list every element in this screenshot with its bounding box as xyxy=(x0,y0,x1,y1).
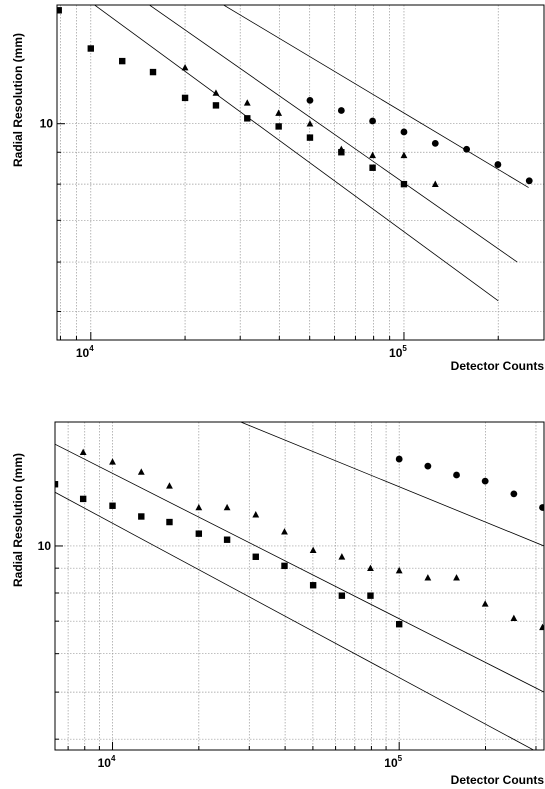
bottom-chart-triangle-point xyxy=(166,482,173,489)
bottom-chart-square-point xyxy=(367,592,374,599)
bottom-chart-circle-point xyxy=(539,504,544,511)
bottom-chart-triangle-point xyxy=(424,574,432,581)
bottom-chart-fit-lines xyxy=(55,422,544,750)
top-chart-square-point xyxy=(306,134,314,141)
top-chart-square-point xyxy=(400,180,408,188)
top-chart-square-point xyxy=(181,94,189,102)
top-chart-triangle-point xyxy=(431,180,439,187)
bottom-chart-triangle-point xyxy=(195,503,203,511)
bottom-chart-square-point xyxy=(138,513,145,520)
bottom-chart-grid xyxy=(55,422,544,750)
bottom-chart-ticks: 104 105 10 xyxy=(38,539,537,770)
bottom-chart-triangle-point xyxy=(481,600,489,607)
top-chart-circle-point xyxy=(494,161,502,168)
bottom-chart-frame xyxy=(54,421,545,751)
bottom-chart-triangle-point xyxy=(79,448,87,455)
bottom-chart-circle-point xyxy=(453,471,460,479)
top-chart-grid xyxy=(57,5,544,340)
top-chart-triangle-point xyxy=(306,120,314,127)
bottom-chart-data-points xyxy=(55,448,544,631)
top-chart-circle-point xyxy=(431,139,439,147)
bottom-chart-square-point xyxy=(309,582,317,589)
bottom-chart-triangle-point xyxy=(223,503,231,511)
bottom-chart-triangle-point xyxy=(252,511,260,518)
top-chart-circle-point xyxy=(306,96,314,104)
top-chart-triangle-point xyxy=(275,109,283,116)
bottom-chart-y-axis-title: Radial Resolution (mm) xyxy=(11,453,25,587)
top-chart-frame xyxy=(56,4,545,341)
top-chart-square-point xyxy=(212,102,220,109)
top-chart-ticks: 104 105 10 xyxy=(40,117,499,360)
top-chart-triangle-point xyxy=(369,151,376,159)
bottom-chart-panel: 104 105 10 Radial Resolution (mm) Detector… xyxy=(11,421,545,787)
bottom-chart-square-fit-line xyxy=(55,491,535,750)
bottom-chart-triangle-point xyxy=(309,546,317,554)
top-chart-square-point xyxy=(87,45,94,52)
bottom-chart-x-tick-label: 104 xyxy=(98,754,116,770)
bottom-chart-triangle-point xyxy=(281,528,288,535)
bottom-chart-square-point xyxy=(195,530,203,537)
bottom-chart-x-tick-label: 105 xyxy=(384,754,402,770)
top-chart-circle-point xyxy=(463,145,471,153)
top-chart-circle-point xyxy=(337,107,345,114)
bottom-chart-square-point xyxy=(166,518,173,526)
top-chart-square-point xyxy=(244,115,251,122)
bottom-chart-square-point xyxy=(281,562,288,570)
top-chart-fit-lines xyxy=(93,5,529,302)
bottom-chart-circle-point xyxy=(510,490,518,498)
bottom-chart-square-point xyxy=(252,553,259,560)
top-chart-triangle-point xyxy=(212,89,220,96)
bottom-chart-triangle-fit-line xyxy=(55,443,544,693)
top-chart-square-point xyxy=(57,7,62,14)
top-chart-triangle-point xyxy=(337,145,345,153)
bottom-chart-square-point xyxy=(223,536,231,543)
top-chart-square-point xyxy=(119,57,126,65)
top-chart-square-point xyxy=(338,149,345,156)
top-chart-square-fit-line xyxy=(93,5,499,302)
top-chart-circle-point xyxy=(400,128,408,136)
top-chart-square-point xyxy=(369,164,376,171)
bottom-chart-circle-point xyxy=(395,455,403,463)
top-chart-triangle-point xyxy=(181,64,189,71)
bottom-chart-circle-point xyxy=(481,477,489,485)
top-chart-circle-point xyxy=(369,117,376,125)
bottom-chart-square-point xyxy=(395,621,403,628)
top-chart-triangle-fit-line xyxy=(148,5,518,263)
bottom-chart-triangle-point xyxy=(109,458,116,465)
top-chart-x-tick-label: 104 xyxy=(76,344,94,360)
top-chart-panel: 104 105 10 Radial Resolution (mm) Detector… xyxy=(11,4,545,373)
bottom-chart-triangle-point xyxy=(137,468,145,475)
top-chart-data-points xyxy=(57,7,533,188)
bottom-chart-triangle-point xyxy=(395,566,403,574)
top-chart-circle-fit-line xyxy=(222,5,529,188)
bottom-chart-triangle-point xyxy=(539,623,544,631)
bottom-chart-circle-point xyxy=(424,462,432,470)
bottom-chart-x-axis-title: Detector Counts xyxy=(451,773,545,787)
top-chart-square-point xyxy=(275,123,282,130)
bottom-chart-square-point xyxy=(109,502,116,509)
top-chart-triangle-point xyxy=(400,151,408,159)
bottom-chart-triangle-point xyxy=(367,564,374,571)
bottom-chart-circle-fit-line xyxy=(240,422,544,547)
top-chart-y-axis-title: Radial Resolution (mm) xyxy=(11,33,25,167)
top-chart-triangle-point xyxy=(243,99,251,106)
top-chart-square-point xyxy=(149,68,157,76)
bottom-chart-triangle-point xyxy=(338,553,346,560)
top-chart-circle-point xyxy=(525,177,533,185)
top-chart-y-tick-label: 10 xyxy=(40,117,54,131)
bottom-chart-square-point xyxy=(79,495,87,503)
bottom-chart-triangle-point xyxy=(453,574,460,581)
bottom-chart-triangle-point xyxy=(510,614,518,621)
top-chart-x-axis-title: Detector Counts xyxy=(451,359,545,373)
top-chart-x-tick-label: 105 xyxy=(389,344,407,360)
bottom-chart-square-point xyxy=(55,481,59,488)
bottom-chart-square-point xyxy=(338,592,346,599)
bottom-chart-y-tick-label: 10 xyxy=(38,539,52,553)
